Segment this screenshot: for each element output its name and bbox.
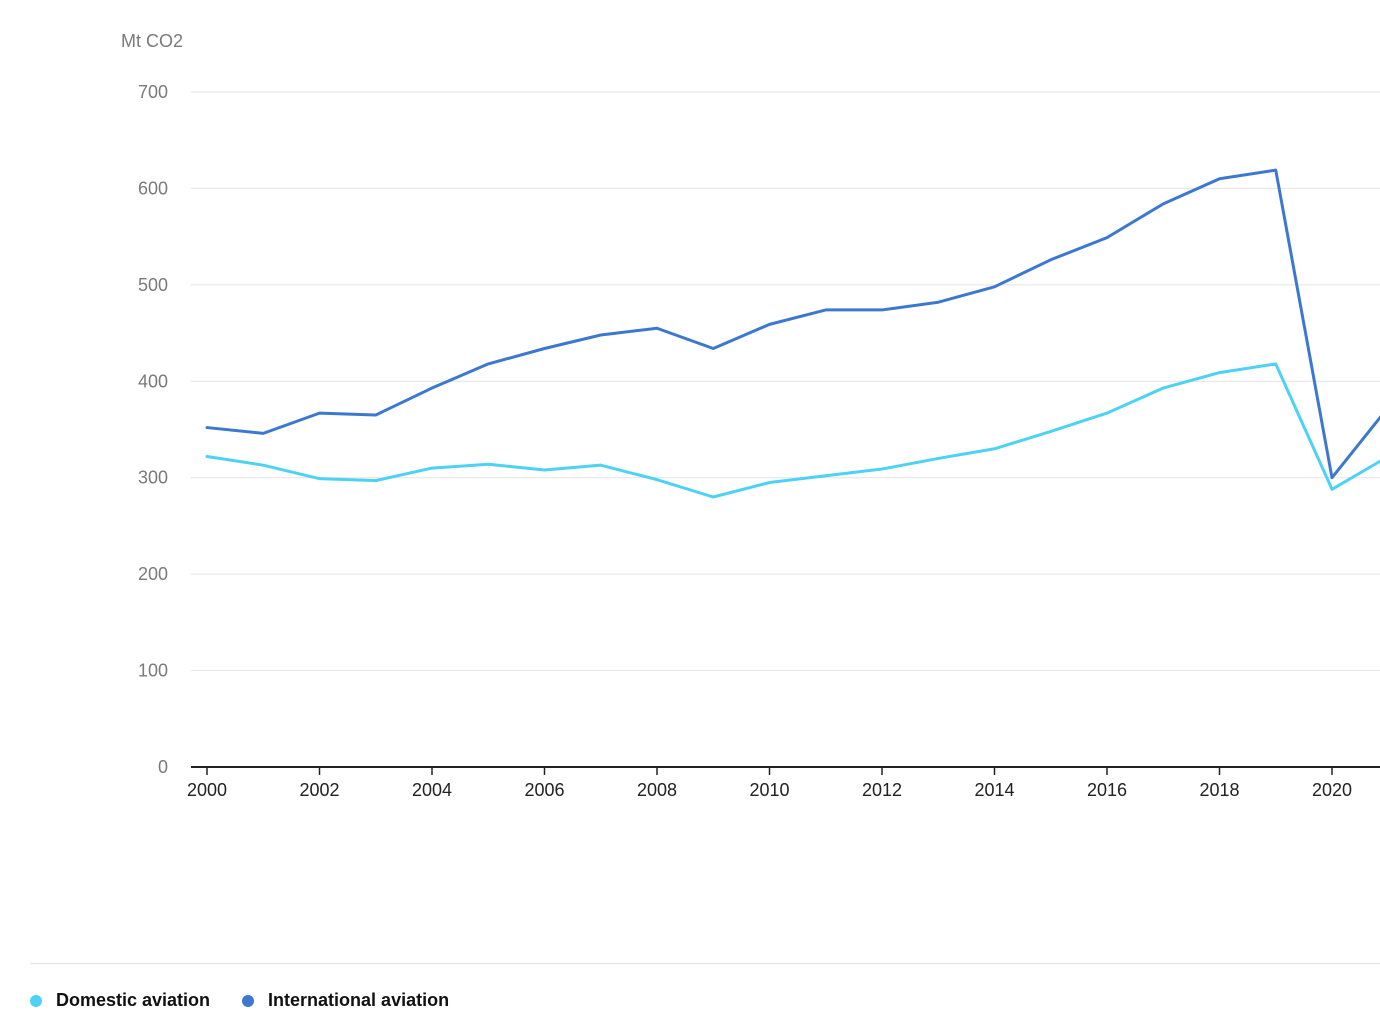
x-tick-label-2020: 2020 bbox=[1312, 780, 1352, 800]
series-line-international-aviation bbox=[205, 168, 1380, 480]
x-tick-label-2016: 2016 bbox=[1087, 780, 1127, 800]
x-tick-label-2018: 2018 bbox=[1199, 780, 1239, 800]
y-axis-label: Mt CO2 bbox=[121, 31, 183, 51]
legend-dot-domestic-aviation-icon bbox=[30, 994, 42, 1007]
x-tick-label-2014: 2014 bbox=[974, 780, 1014, 800]
y-tick-label-600: 600 bbox=[138, 178, 168, 198]
x-tick-label-2000: 2000 bbox=[187, 780, 227, 800]
y-tick-label-500: 500 bbox=[138, 275, 168, 295]
y-tick-label-400: 400 bbox=[138, 371, 168, 391]
x-axis-ticks: 2000 2002 2004 2006 2008 2010 2012 2014 2016 2018… bbox=[187, 767, 1352, 800]
x-tick-label-2002: 2002 bbox=[299, 780, 339, 800]
series-lines bbox=[205, 168, 1380, 499]
y-axis-ticks: 0 100 200 300 400 500 600 700 bbox=[138, 82, 168, 777]
y-tick-label-700: 700 bbox=[138, 82, 168, 102]
legend-dot-international-aviation-icon bbox=[242, 994, 255, 1007]
x-tick-label-2008: 2008 bbox=[637, 780, 677, 800]
x-tick-label-2012: 2012 bbox=[862, 780, 902, 800]
y-tick-label-0: 0 bbox=[158, 757, 168, 777]
legend-item-international-aviation[interactable]: International aviation bbox=[242, 990, 449, 1011]
legend-label-domestic-aviation: Domestic aviation bbox=[56, 990, 211, 1010]
legend-item-domestic-aviation[interactable]: Domestic aviation bbox=[30, 990, 210, 1011]
series-line-domestic-aviation bbox=[205, 362, 1380, 499]
grid-lines bbox=[191, 91, 1380, 672]
legend: Domestic aviation International aviation bbox=[30, 963, 1380, 1011]
x-tick-label-2004: 2004 bbox=[412, 780, 452, 800]
y-tick-label-200: 200 bbox=[138, 564, 168, 584]
y-tick-label-300: 300 bbox=[138, 468, 168, 488]
x-tick-label-2010: 2010 bbox=[749, 780, 789, 800]
legend-label-international-aviation: International aviation bbox=[268, 990, 450, 1010]
x-tick-label-2006: 2006 bbox=[524, 780, 564, 800]
y-tick-label-100: 100 bbox=[138, 661, 168, 681]
